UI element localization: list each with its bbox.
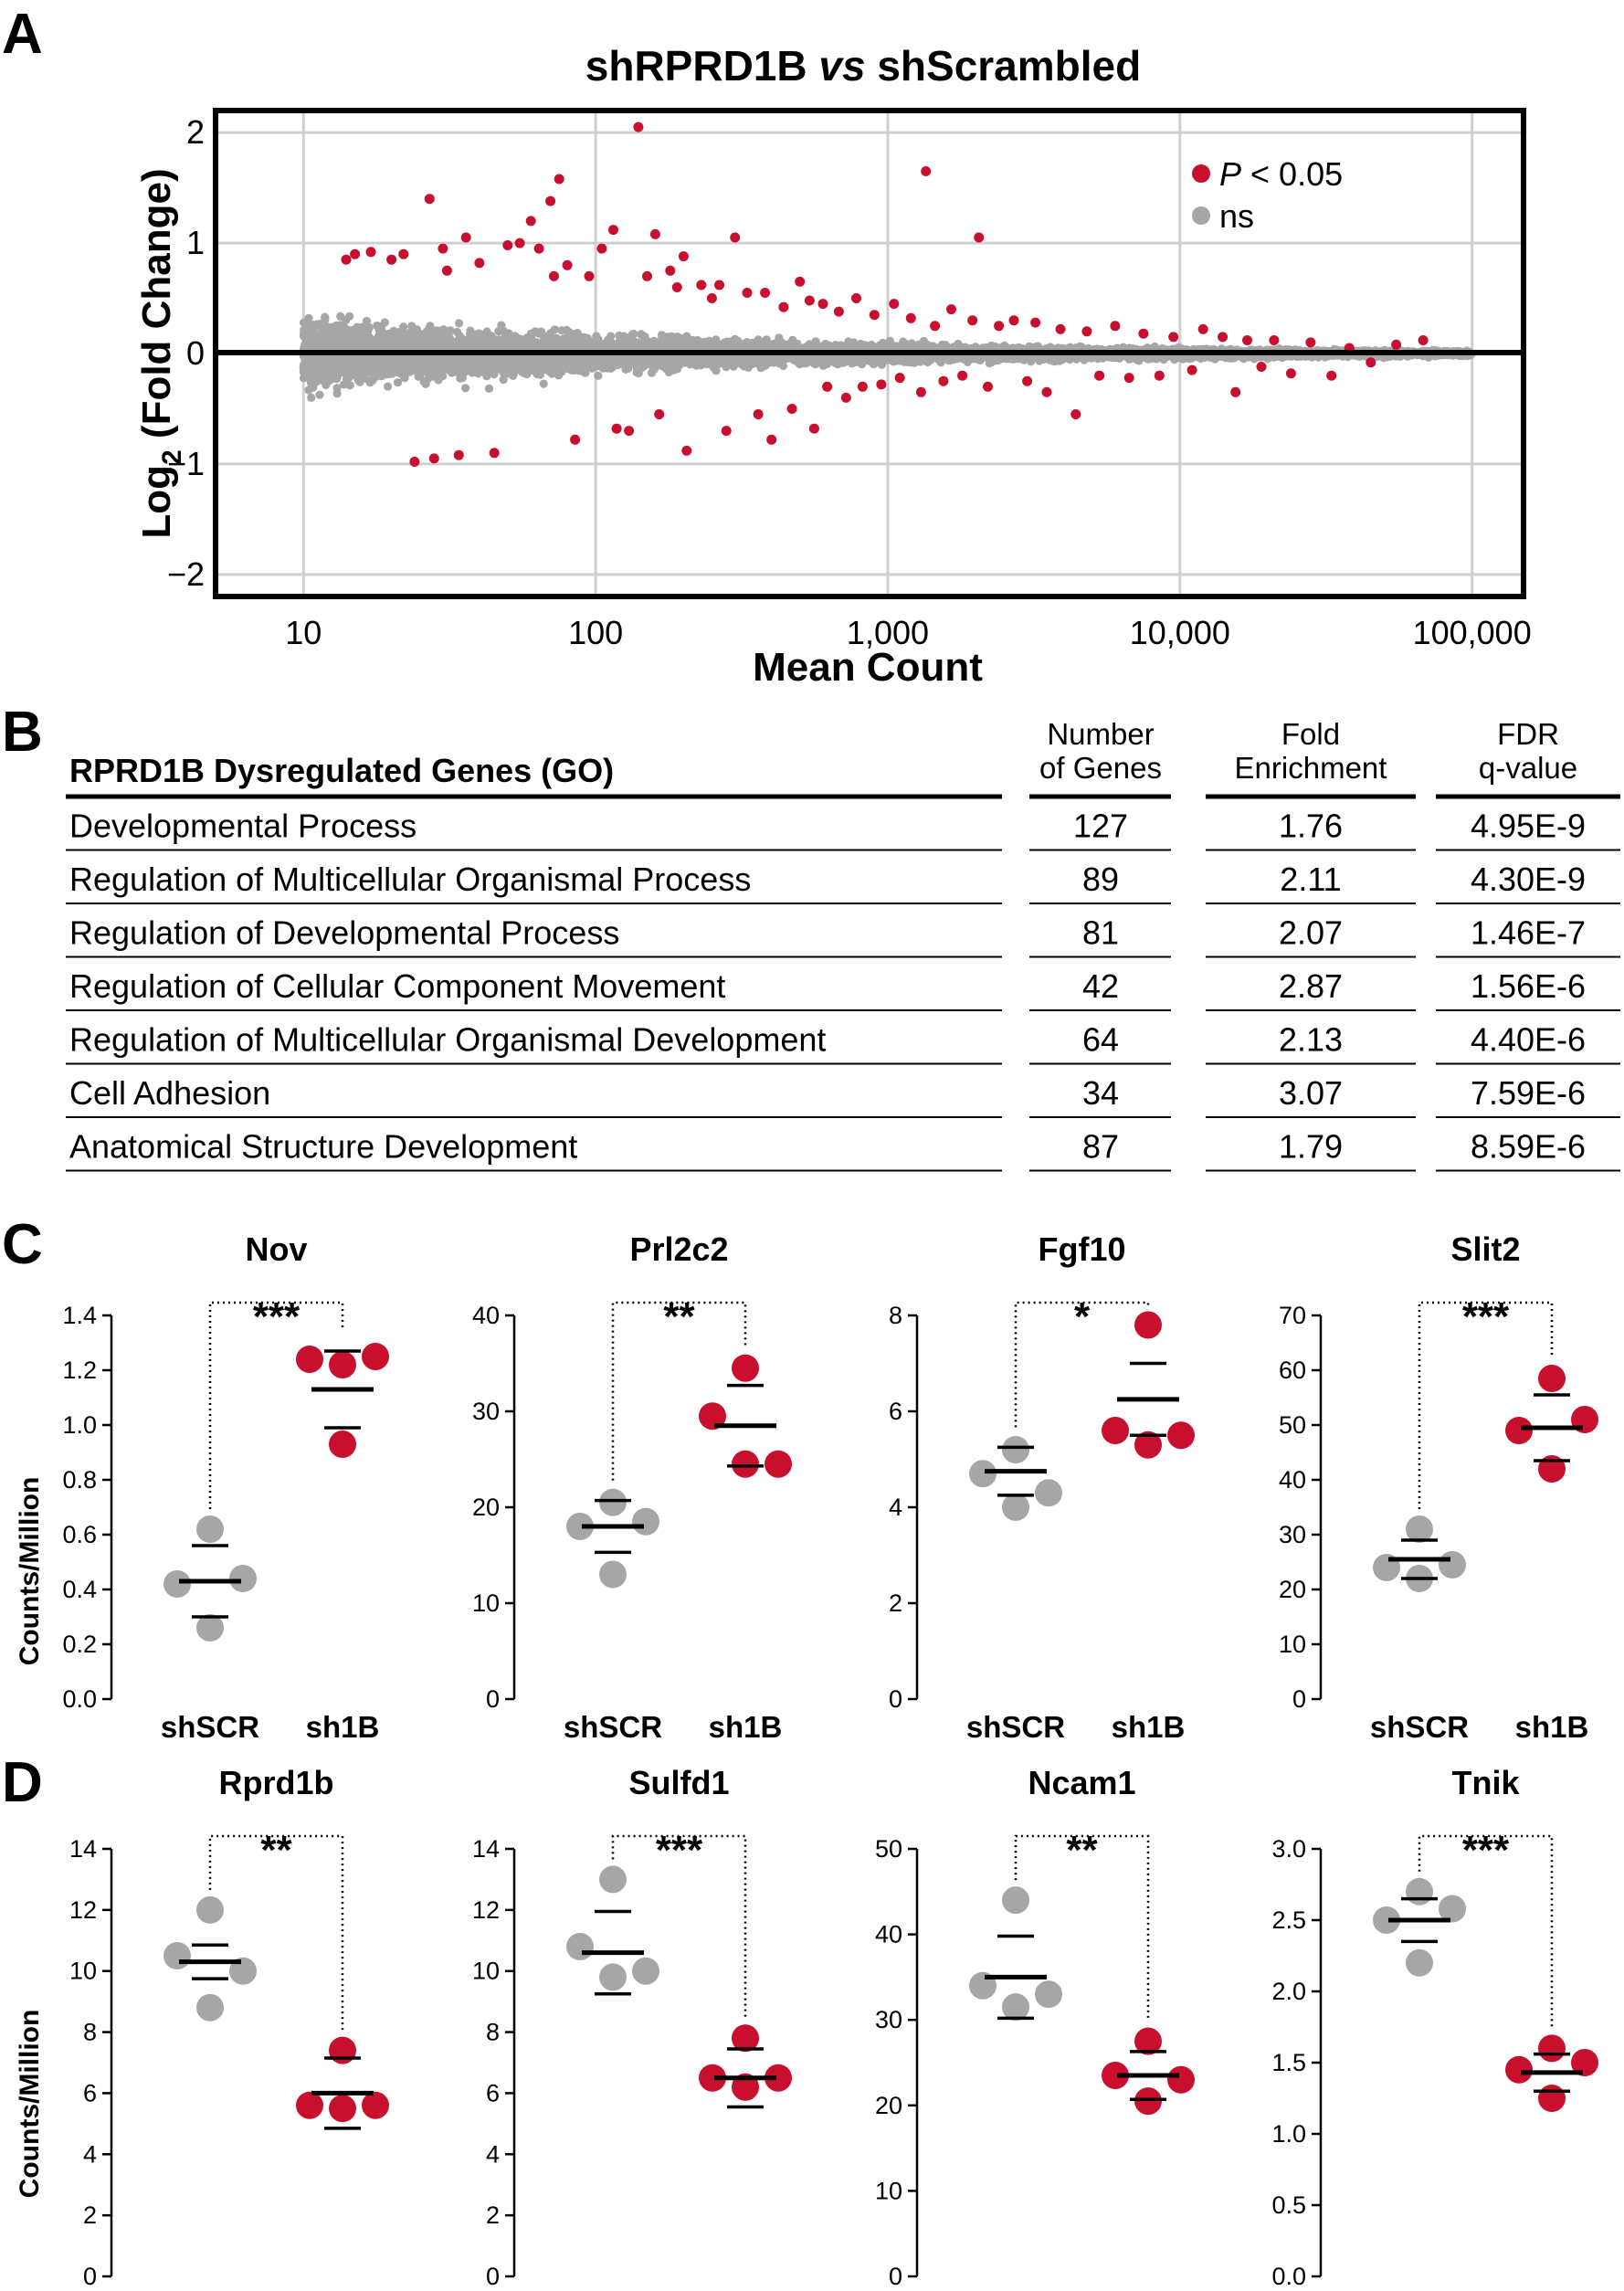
- ma-ns-point: [361, 374, 370, 383]
- ma-ns-point: [452, 327, 462, 337]
- ma-ns-point: [362, 316, 372, 325]
- ma-ns-point: [539, 379, 548, 388]
- ma-ns-point: [499, 375, 508, 385]
- ma-ns-point: [619, 332, 628, 341]
- ma-ns-point: [482, 372, 491, 381]
- ma-ns-point: [484, 384, 494, 393]
- ma-plot-title: shRPRD1B vs shScrambled: [585, 42, 1141, 90]
- ma-ns-point: [384, 382, 393, 391]
- ma-ns-point: [594, 371, 603, 380]
- panel-letter-a: A: [2, 3, 43, 66]
- ma-ns-point: [455, 319, 464, 328]
